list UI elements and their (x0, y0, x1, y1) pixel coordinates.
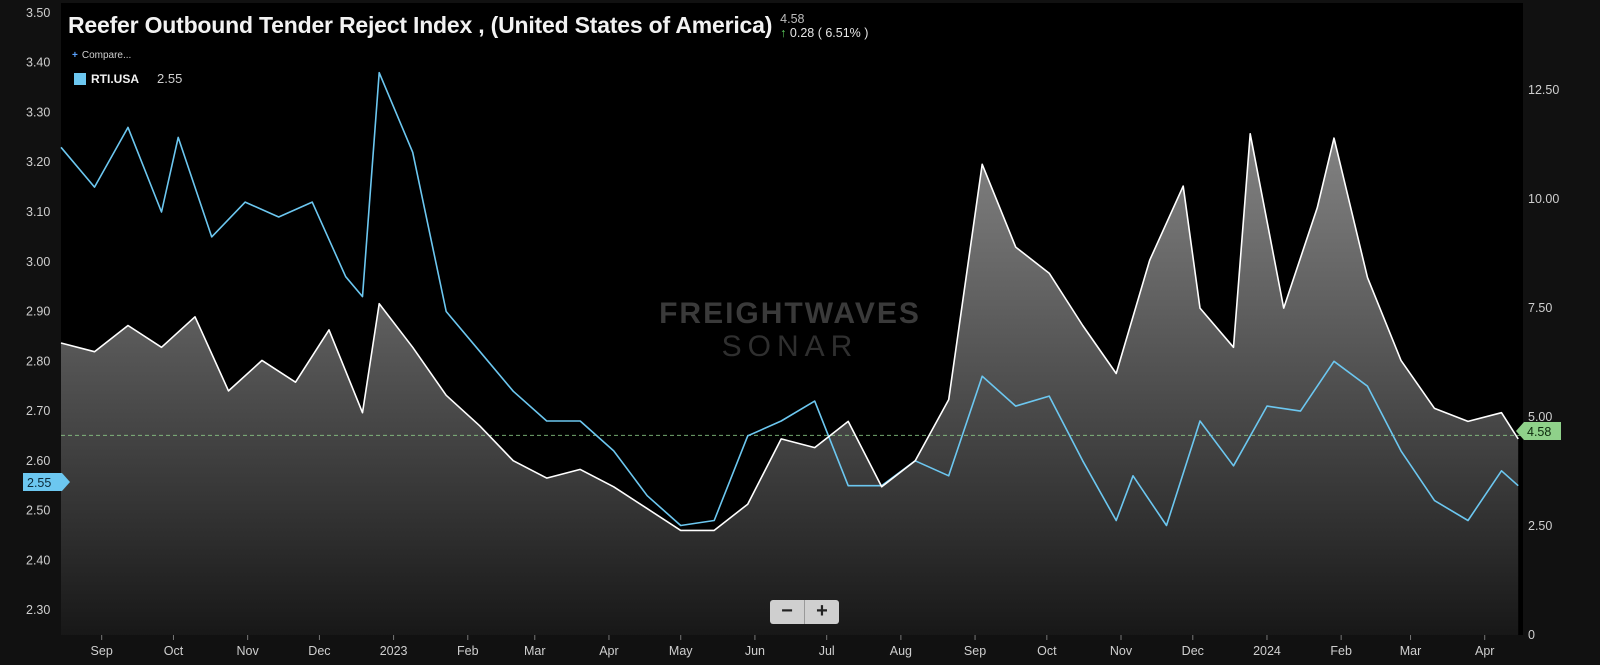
legend-swatch (74, 72, 86, 85)
compare-label: Compare... (81, 50, 132, 61)
right-marker-label: 4.58 (1527, 425, 1551, 439)
left-tick-label-2: 3.30 (26, 105, 50, 119)
x-tick-label-1: Oct (164, 644, 184, 658)
zoom-separator (804, 600, 805, 624)
x-tick-label-9: Jun (745, 644, 765, 658)
left-tick-label-10: 2.50 (26, 504, 50, 518)
zoom-out-button[interactable]: − (781, 600, 793, 622)
x-tick-label-0: Sep (91, 644, 113, 658)
white-series-area (61, 133, 1519, 636)
x-tick-label-18: Mar (1400, 644, 1422, 658)
x-tick-label-14: Nov (1110, 644, 1133, 658)
x-tick-label-17: Feb (1330, 644, 1352, 658)
legend-series-label: RTI.USA (91, 71, 139, 86)
x-tick-label-4: 2023 (380, 644, 408, 658)
left-marker-label: 2.55 (27, 476, 51, 490)
zoom-controls: − + (770, 600, 839, 624)
watermark-line1: FREIGHTWAVES (659, 297, 921, 330)
x-tick-label-15: Dec (1182, 644, 1204, 658)
left-tick-label-11: 2.40 (26, 553, 50, 567)
blue-series-line (60, 71, 1519, 527)
right-tick-label-2: 7.50 (1528, 301, 1552, 315)
x-axis-ticks: Sep Oct Nov Dec 2023 Feb Mar Apr May Jun Jul Aug Sep… (91, 635, 1494, 658)
watermark: FREIGHTWAVES SONAR (659, 297, 921, 363)
change-value: 0.28 ( 6.51% ) (789, 26, 869, 40)
blue-series-path (60, 71, 1519, 527)
right-tick-label-0: 12.50 (1528, 83, 1559, 97)
left-tick-label-8: 2.70 (26, 404, 50, 418)
right-value-marker: 4.58 (1516, 422, 1561, 440)
left-axis-ticks: 3.50 3.40 3.30 3.20 3.10 3.00 2.90 2.80 2.70 2.60… (26, 6, 50, 617)
white-series-line (60, 133, 1519, 532)
x-tick-label-19: Apr (1475, 644, 1494, 658)
right-tick-label-4: 2.50 (1528, 519, 1552, 533)
x-tick-label-3: Dec (308, 644, 330, 658)
left-value-marker: 2.55 (23, 473, 70, 491)
right-axis-ticks: 12.50 10.00 7.50 5.00 2.50 0 (1528, 83, 1559, 642)
compare-link[interactable]: + Compare... (72, 50, 131, 61)
white-series-path (60, 133, 1519, 532)
x-tick-label-5: Feb (457, 644, 479, 658)
x-tick-label-6: Mar (524, 644, 546, 658)
last-value: 4.58 (780, 12, 805, 26)
x-tick-label-10: Jul (819, 644, 835, 658)
legend[interactable]: RTI.USA 2.55 (74, 71, 182, 86)
left-tick-label-5: 3.00 (26, 255, 50, 269)
x-tick-label-16: 2024 (1253, 644, 1281, 658)
left-tick-label-9: 2.60 (26, 454, 50, 468)
x-tick-label-11: Aug (890, 644, 912, 658)
legend-series-value: 2.55 (157, 71, 183, 86)
x-tick-label-7: Apr (599, 644, 618, 658)
left-tick-label-6: 2.90 (26, 305, 50, 319)
x-tick-label-2: Nov (237, 644, 260, 658)
right-tick-label-1: 10.00 (1528, 192, 1559, 206)
x-tick-label-12: Sep (964, 644, 986, 658)
right-tick-label-5: 0 (1528, 628, 1535, 642)
left-tick-label-12: 2.30 (26, 603, 50, 617)
chart-header: Reefer Outbound Tender Reject Index , (U… (68, 12, 868, 40)
chart-title: Reefer Outbound Tender Reject Index , (U… (68, 12, 773, 38)
left-tick-label-3: 3.20 (26, 155, 50, 169)
up-arrow-icon: ↑ (780, 26, 787, 40)
x-tick-label-13: Oct (1037, 644, 1057, 658)
zoom-in-button[interactable]: + (816, 600, 828, 622)
right-tick-label-3: 5.00 (1528, 410, 1552, 424)
plus-icon: + (72, 50, 78, 61)
watermark-line2: SONAR (722, 330, 859, 363)
left-tick-label-1: 3.40 (26, 56, 50, 70)
left-tick-label-7: 2.80 (26, 354, 50, 368)
change-block: 4.58 ↑ 0.28 ( 6.51% ) (780, 12, 868, 40)
white-series-fill (61, 133, 1519, 636)
left-tick-label-4: 3.10 (26, 205, 50, 219)
left-tick-label-0: 3.50 (26, 6, 50, 20)
x-tick-label-8: May (669, 644, 693, 658)
